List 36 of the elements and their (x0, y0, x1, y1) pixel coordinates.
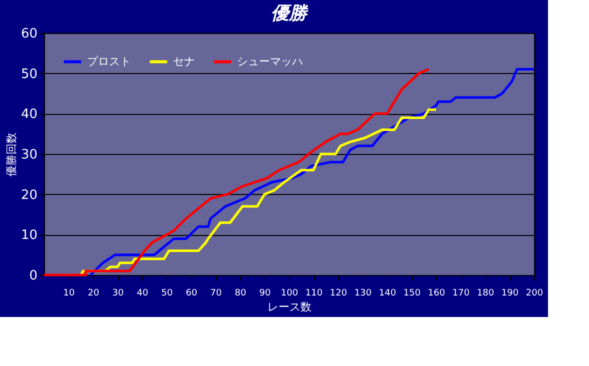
x-tick-label: 200 (526, 288, 544, 298)
legend-label: シューマッハ (237, 54, 303, 68)
x-tick-label: 20 (88, 288, 100, 298)
x-tick-label: 70 (210, 288, 222, 298)
x-tick-label: 180 (476, 288, 494, 298)
x-tick-label: 160 (428, 288, 446, 298)
x-tick-label: 110 (305, 288, 323, 298)
y-tick-label: 30 (20, 148, 38, 162)
x-tick-label: 140 (378, 288, 396, 298)
legend-label: プロスト (87, 54, 131, 68)
x-tick-label: 100 (280, 288, 298, 298)
y-axis-title: 優勝回数 (4, 132, 18, 176)
x-tick-label: 120 (330, 288, 348, 298)
x-tick-label: 80 (234, 288, 246, 298)
line-series (42, 68, 430, 276)
line-series (80, 108, 438, 276)
x-tick-label: 40 (136, 288, 148, 298)
x-tick-label: 190 (501, 288, 519, 298)
x-tick-label: 150 (403, 288, 421, 298)
x-tick-label: 10 (63, 288, 75, 298)
line-series (89, 68, 536, 276)
x-tick-label: 170 (452, 288, 470, 298)
x-tick-label: 130 (354, 288, 372, 298)
y-tick-label: 50 (20, 66, 38, 82)
x-tick-label: 90 (259, 288, 271, 298)
y-tick-label: 0 (29, 268, 38, 284)
chart-title: 優勝 (271, 3, 309, 24)
y-tick-label: 60 (20, 26, 38, 42)
y-tick-label: 20 (20, 188, 38, 203)
x-axis-title: レース数 (268, 300, 312, 314)
x-tick-label: 50 (161, 288, 173, 298)
y-tick-label: 10 (20, 228, 38, 244)
x-tick-label: 60 (186, 288, 198, 298)
legend-label: セナ (173, 54, 195, 68)
x-tick-label: 30 (112, 288, 124, 298)
y-tick-label: 40 (20, 107, 38, 122)
